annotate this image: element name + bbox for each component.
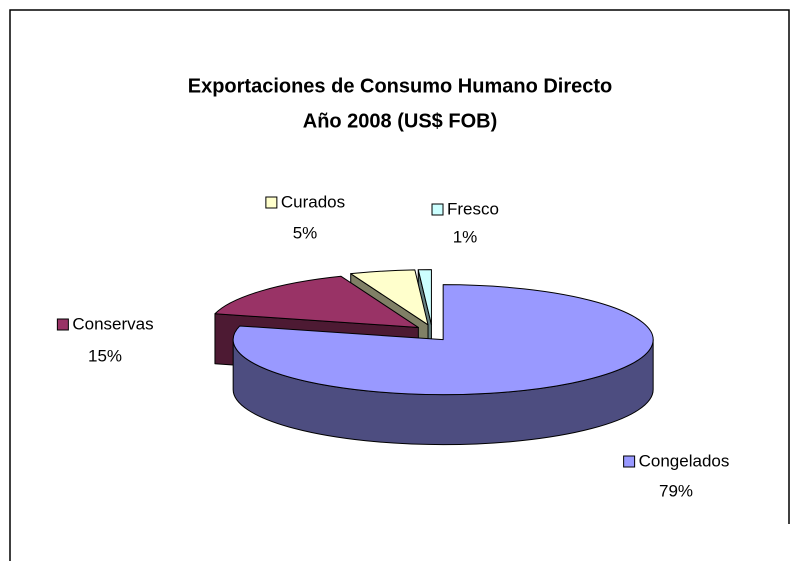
slice-label: Fresco	[447, 199, 499, 218]
slice	[417, 269, 432, 326]
chart-subtitle: Año 2008 (US$ FOB)	[303, 110, 497, 132]
legend-swatch	[56, 318, 69, 331]
slice-label: Curados	[281, 192, 345, 211]
legend-swatch	[265, 196, 278, 209]
legend-swatch	[431, 203, 444, 216]
slice-label: Congelados	[639, 451, 730, 470]
value-label: 1%	[453, 227, 478, 246]
chart-frame	[9, 9, 790, 561]
value-label: 5%	[293, 223, 318, 242]
chart-title: Exportaciones de Consumo Humano Directo	[188, 75, 613, 97]
legend-swatch	[623, 455, 636, 468]
value-label: 15%	[88, 346, 122, 365]
value-label: 79%	[659, 481, 693, 500]
slice	[214, 275, 419, 328]
slice	[350, 269, 429, 326]
slice-label: Conservas	[72, 314, 153, 333]
slice	[232, 284, 654, 396]
